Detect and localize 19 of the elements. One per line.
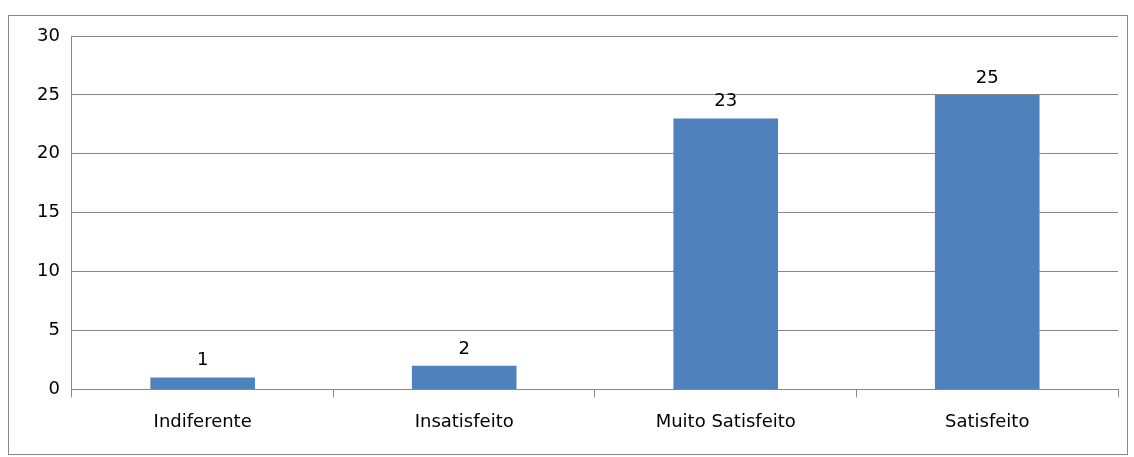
y-tick-label: 15 — [37, 200, 60, 222]
y-tick-label: 30 — [37, 23, 60, 45]
data-label: 25 — [975, 65, 999, 87]
bar — [673, 118, 779, 389]
data-label: 23 — [714, 89, 738, 111]
bar — [934, 94, 1040, 389]
x-tick-label: Satisfeito — [945, 409, 1030, 431]
bar — [411, 365, 517, 389]
y-tick-label: 25 — [37, 82, 60, 104]
x-tick-label: Muito Satisfeito — [655, 409, 796, 431]
data-label: 1 — [196, 348, 209, 370]
y-tick-label: 10 — [37, 259, 60, 281]
y-tick-label: 0 — [48, 377, 60, 399]
y-tick-label: 20 — [37, 141, 60, 163]
x-tick-label: Insatisfeito — [414, 409, 514, 431]
y-tick-label: 5 — [48, 318, 60, 340]
x-tick-label: Indiferente — [153, 409, 252, 431]
bar — [150, 377, 255, 389]
data-label: 2 — [458, 336, 470, 358]
